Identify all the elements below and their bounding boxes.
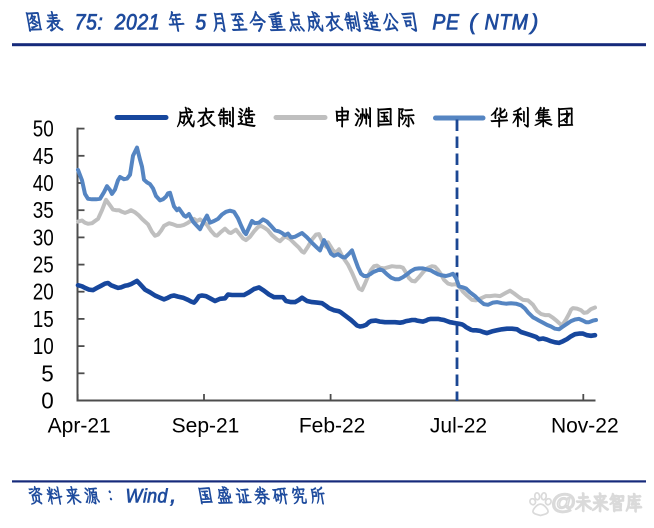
svg-text:0: 0 <box>41 388 54 414</box>
svg-text:Sep-21: Sep-21 <box>172 415 240 438</box>
svg-text:10: 10 <box>33 333 54 359</box>
svg-text:50: 50 <box>33 116 54 142</box>
svg-text:Nov-22: Nov-22 <box>551 415 619 438</box>
svg-text:30: 30 <box>33 224 54 250</box>
svg-text:15: 15 <box>33 306 54 332</box>
svg-text:Jul-22: Jul-22 <box>430 415 487 438</box>
svg-text:Apr-21: Apr-21 <box>48 415 111 438</box>
svg-text:20: 20 <box>33 279 54 305</box>
svg-text:35: 35 <box>33 197 54 223</box>
svg-text:40: 40 <box>33 170 54 196</box>
svg-text:25: 25 <box>33 252 54 278</box>
svg-text:Feb-22: Feb-22 <box>299 415 366 438</box>
svg-text:5: 5 <box>41 360 54 386</box>
svg-text:45: 45 <box>33 143 54 169</box>
